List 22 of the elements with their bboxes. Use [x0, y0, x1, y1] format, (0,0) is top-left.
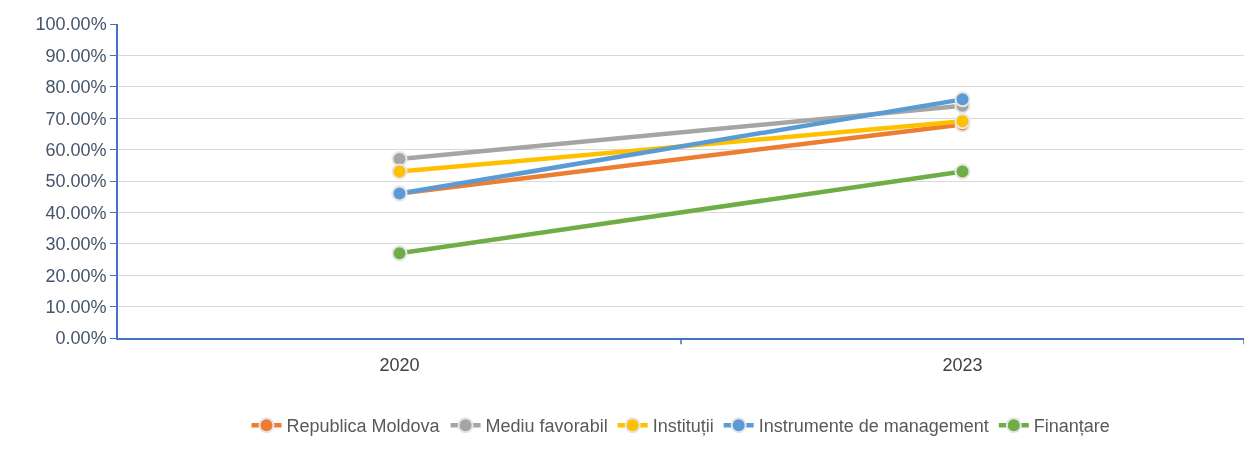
legend-label: Instrumente de management — [758, 416, 989, 437]
legend-label: Republica Moldova — [286, 416, 441, 437]
y-tick-label: 60.00% — [45, 139, 107, 160]
legend-label: Instituții — [652, 416, 714, 437]
y-tick-label: 30.00% — [45, 234, 107, 255]
point — [391, 245, 408, 262]
legend-label: Finanțare — [1033, 416, 1110, 437]
legend-label: Mediu favorabil — [485, 416, 608, 437]
y-tick-label: 100.00% — [35, 14, 107, 35]
y-tick-label: 70.00% — [45, 108, 107, 129]
point — [954, 163, 971, 180]
y-tick-label: 80.00% — [45, 77, 107, 98]
y-tick-label: 50.00% — [45, 171, 107, 192]
point — [954, 91, 971, 108]
x-tick-label: 2023 — [942, 355, 983, 376]
y-tick-label: 90.00% — [45, 45, 107, 66]
y-tick-label: 40.00% — [45, 202, 107, 223]
y-tick-label: 10.00% — [45, 296, 107, 317]
point — [391, 163, 408, 180]
y-tick-label: 20.00% — [45, 265, 107, 286]
y-tick-label: 0.00% — [55, 328, 107, 349]
x-tick-label: 2020 — [379, 355, 420, 376]
